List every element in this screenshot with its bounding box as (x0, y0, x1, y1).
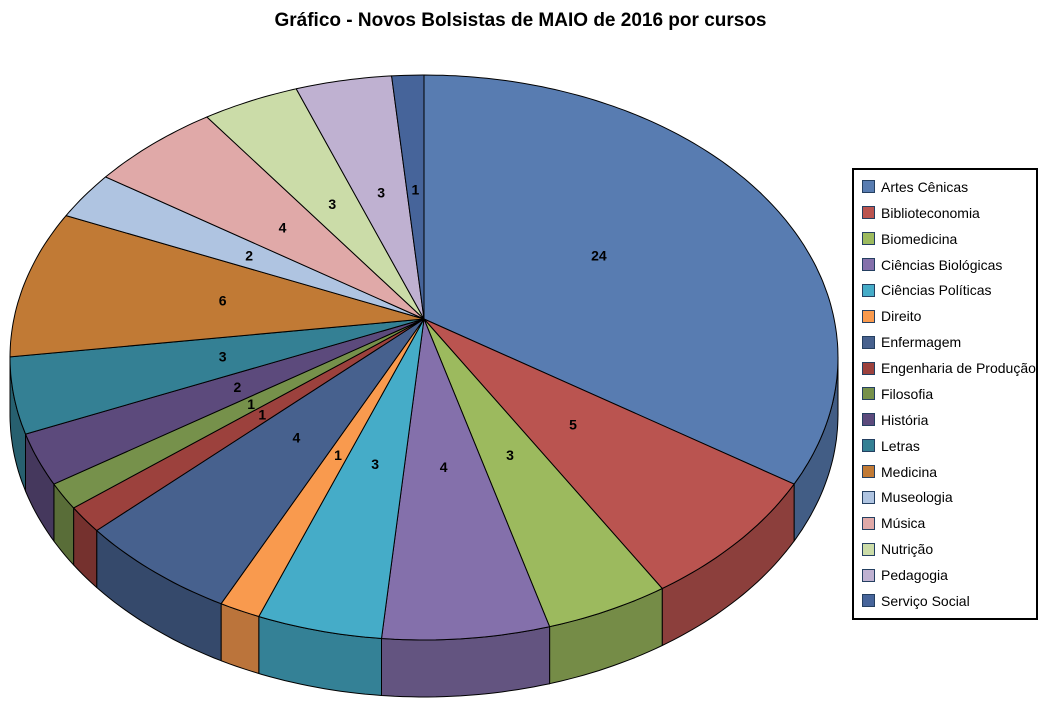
data-label: 4 (293, 430, 301, 446)
legend-swatch (862, 490, 875, 504)
chart-title: Gráfico - Novos Bolsistas de MAIO de 201… (274, 10, 767, 31)
legend-item: Serviço Social (862, 589, 1034, 613)
legend-item: História (862, 408, 1034, 432)
data-label: 2 (245, 247, 253, 263)
legend-item: Museologia (862, 485, 1034, 509)
data-label: 1 (258, 407, 266, 423)
data-label: 1 (334, 447, 342, 463)
pie-slice (381, 318, 551, 641)
data-label: 3 (377, 184, 385, 200)
data-label: 3 (506, 447, 514, 463)
legend-swatch (862, 594, 875, 608)
legend-item: Música (862, 511, 1034, 535)
legend-item: Letras (862, 434, 1034, 458)
legend: Artes Cênicas Biblioteconomia Biomedicina C… (852, 168, 1038, 620)
data-label: 3 (219, 349, 227, 365)
legend-swatch (862, 258, 875, 272)
legend-item: Ciências Políticas (862, 278, 1034, 302)
data-label: 24 (591, 247, 607, 263)
data-label: 4 (440, 459, 448, 475)
pie-slice (423, 74, 839, 485)
legend-label: Letras (881, 437, 920, 454)
legend-label: Biblioteconomia (881, 204, 980, 221)
legend-label: Nutrição (881, 541, 934, 558)
pie-slice (96, 318, 425, 605)
data-label: 6 (219, 293, 227, 309)
legend-label: Museologia (881, 489, 953, 506)
legend-item: Biomedicina (862, 227, 1034, 251)
legend-swatch (862, 387, 875, 401)
pie-slice (423, 318, 663, 628)
legend-label: Ciências Políticas (881, 282, 992, 299)
legend-swatch (862, 335, 875, 349)
legend-item: Enfermagem (862, 330, 1034, 354)
legend-item: Biblioteconomia (862, 201, 1034, 225)
legend-label: Serviço Social (881, 592, 970, 609)
data-label: 3 (371, 456, 379, 472)
legend-label: Engenharia de Produção (881, 360, 1036, 377)
legend-swatch (862, 232, 875, 246)
legend-label: Música (881, 515, 926, 532)
legend-swatch (862, 465, 875, 479)
legend-label: Filosofia (881, 385, 934, 402)
legend-label: Pedagogia (881, 567, 948, 584)
legend-item: Artes Cênicas (862, 175, 1034, 199)
legend-label: História (881, 411, 929, 428)
pie-slice (25, 318, 425, 485)
legend-item: Nutrição (862, 537, 1034, 561)
pie-slice (65, 176, 425, 320)
pie-slice (295, 75, 425, 320)
legend-swatch (862, 413, 875, 427)
legend-swatch (862, 439, 875, 453)
data-label: 5 (569, 416, 577, 432)
data-label: 3 (328, 196, 336, 212)
legend-swatch (862, 568, 875, 582)
legend-label: Direito (881, 308, 922, 325)
data-label: 4 (279, 220, 287, 236)
legend-item: Medicina (862, 460, 1034, 484)
pie-slice (423, 318, 795, 589)
legend-swatch (862, 206, 875, 220)
data-label: 1 (247, 396, 255, 412)
legend-swatch (862, 309, 875, 323)
legend-item: Direito (862, 304, 1034, 328)
pie-slice (258, 318, 425, 639)
pie-slice (391, 74, 425, 320)
data-label: 1 (412, 181, 420, 197)
legend-label: Biomedicina (881, 230, 958, 247)
legend-label: Enfermagem (881, 334, 962, 351)
legend-item: Filosofia (862, 382, 1034, 406)
legend-swatch (862, 361, 875, 375)
legend-label: Ciências Biológicas (881, 256, 1003, 273)
legend-item: Ciências Biológicas (862, 253, 1034, 277)
legend-swatch (862, 283, 875, 297)
data-label: 2 (234, 379, 242, 395)
legend-item: Engenharia de Produção (862, 356, 1036, 380)
pie-slice (206, 88, 425, 320)
legend-item: Pedagogia (862, 563, 1034, 587)
legend-swatch (862, 516, 875, 530)
legend-label: Artes Cênicas (881, 178, 969, 195)
legend-swatch (862, 180, 875, 194)
legend-label: Medicina (881, 463, 938, 480)
pie-slice (105, 116, 425, 320)
legend-swatch (862, 542, 875, 556)
pie-slice (9, 215, 425, 358)
